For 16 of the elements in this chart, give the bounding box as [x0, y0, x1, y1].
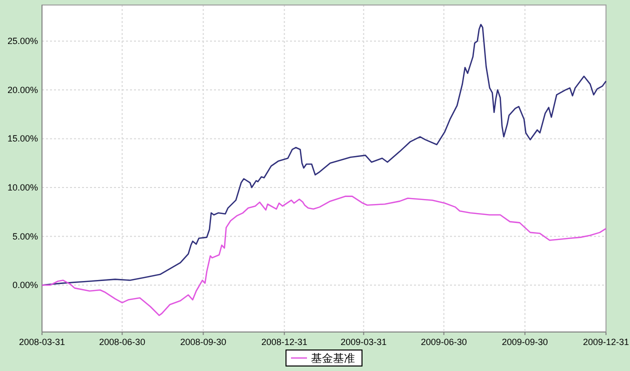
- x-tick-label: 2008-12-31: [261, 337, 308, 347]
- x-tick-label: 2009-09-30: [502, 337, 548, 347]
- x-tick-label: 2009-06-30: [420, 337, 467, 347]
- y-tick-label: 15.00%: [7, 134, 38, 144]
- y-tick-label: 20.00%: [7, 84, 38, 95]
- x-tick-label: 2008-03-31: [18, 337, 66, 347]
- legend-label: 基金基准: [311, 352, 355, 365]
- line-series: [41, 196, 607, 316]
- y-tick-label: 10.00%: [7, 182, 38, 193]
- y-tick-label: 0.00%: [12, 280, 38, 290]
- y-tick-label: 5.00%: [12, 231, 38, 242]
- x-tick-label: 2008-09-30: [180, 337, 226, 347]
- x-tick-label: 2009-03-31: [340, 337, 387, 347]
- x-tick-label: 2009-12-31: [582, 337, 630, 347]
- x-tick-label: 2008-06-30: [99, 337, 146, 347]
- y-tick-label: 25.00%: [7, 36, 38, 46]
